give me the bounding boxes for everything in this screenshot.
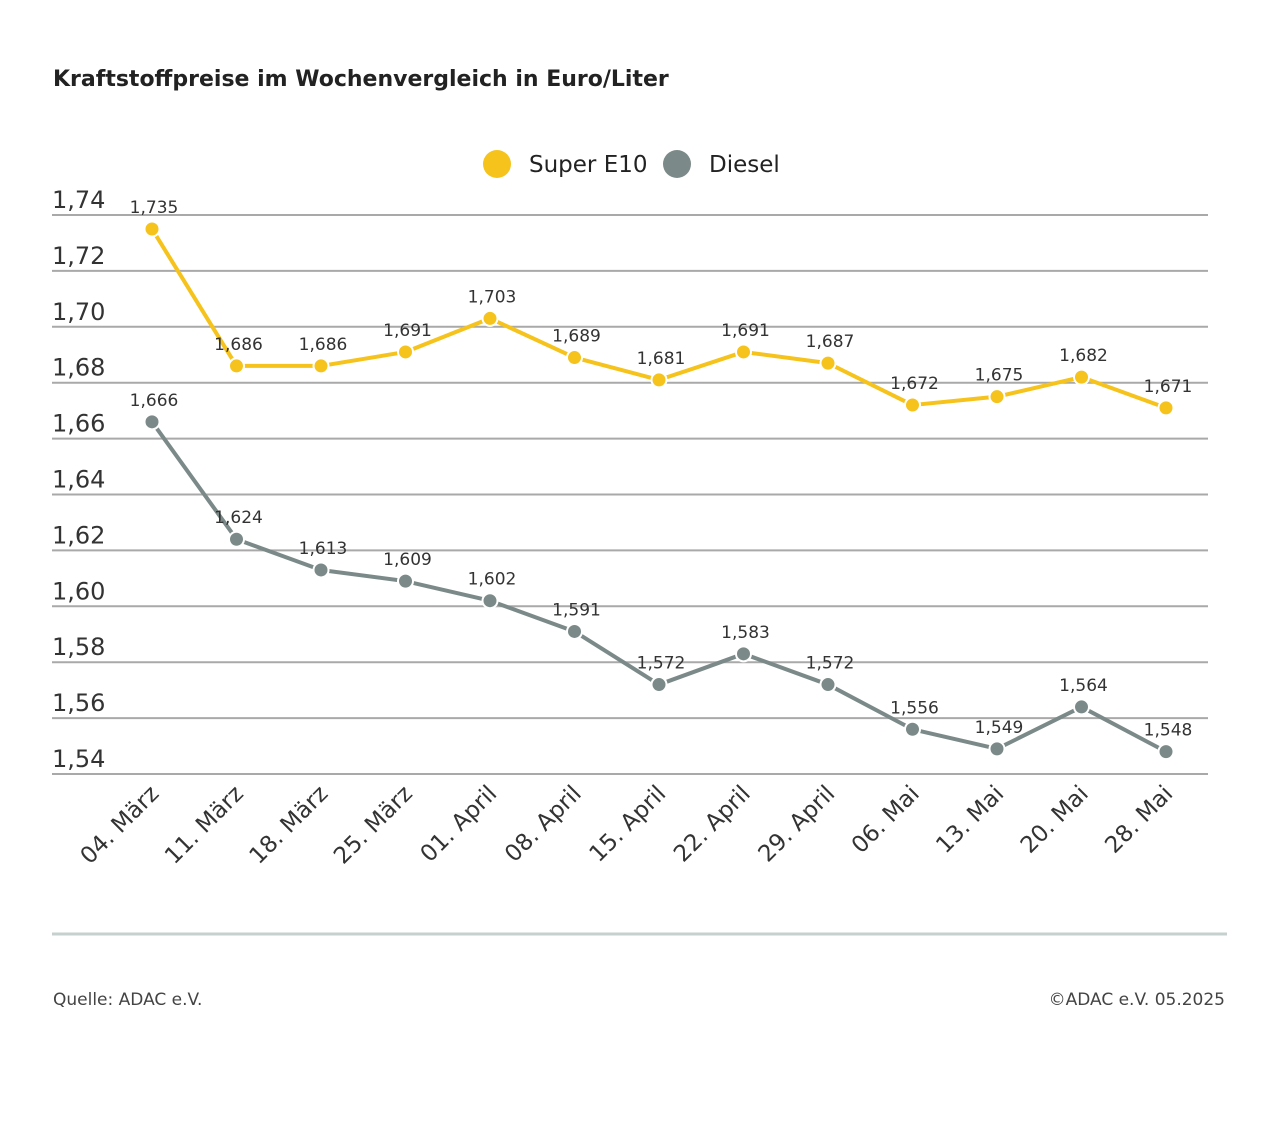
series-super-e10: 1,735 1,686 1,686 1,691 1,703 1,689 1,681 1,691… (130, 198, 1193, 417)
data-point (397, 572, 414, 590)
data-label: 1,548 (1144, 721, 1193, 741)
data-label: 1,691 (383, 321, 432, 341)
data-point (735, 343, 752, 361)
data-label: 1,556 (890, 698, 939, 718)
y-tick-label: 1,72 (52, 242, 105, 270)
data-point (988, 388, 1006, 406)
data-point (819, 676, 837, 694)
x-tick-label: 13. Mai (931, 781, 1009, 859)
data-point (228, 530, 245, 548)
source-note: Quelle: ADAC e.V. (53, 990, 202, 1010)
series-layer: 1,735 1,686 1,686 1,691 1,703 1,689 1,681 1,691… (130, 198, 1193, 761)
y-tick-label: 1,56 (52, 689, 105, 717)
x-tick-label: 20. Mai (1016, 781, 1094, 859)
data-label: 1,675 (975, 366, 1024, 386)
data-point (312, 561, 330, 579)
data-label: 1,672 (890, 374, 939, 394)
data-point (143, 413, 161, 431)
data-label: 1,671 (1144, 377, 1193, 397)
data-point (819, 354, 837, 372)
data-label: 1,564 (1059, 676, 1108, 696)
x-tick-label: 29. April (754, 781, 841, 868)
y-tick-label: 1,62 (52, 521, 105, 549)
y-tick-label: 1,70 (52, 298, 105, 326)
data-label: 1,591 (552, 600, 601, 620)
x-tick-label: 04. März (76, 781, 165, 870)
legend-marker (663, 150, 691, 178)
data-label: 1,691 (721, 321, 770, 341)
data-point (1073, 698, 1090, 716)
x-tick-label: 06. Mai (847, 781, 925, 859)
x-tick-label: 18. März (245, 781, 334, 870)
series-diesel: 1,666 1,624 1,613 1,609 1,602 1,591 1,572 1,583… (130, 391, 1193, 761)
x-tick-label: 25. März (329, 781, 418, 870)
data-label: 1,602 (468, 570, 517, 590)
data-label: 1,572 (637, 654, 686, 674)
data-label: 1,686 (299, 335, 348, 355)
legend-marker (483, 150, 511, 178)
copyright-note: ©ADAC e.V. 05.2025 (1049, 990, 1225, 1010)
data-point (481, 592, 499, 610)
grid: 1,74 1,72 1,70 1,68 1,66 1,64 1,62 1,60 1,58 1,56… (52, 186, 1208, 775)
data-point (566, 349, 583, 367)
data-point (481, 309, 499, 327)
chart-title: Kraftstoffpreise im Wochenvergleich in E… (53, 67, 669, 92)
data-label: 1,686 (214, 335, 263, 355)
data-point (988, 740, 1006, 758)
y-tick-label: 1,54 (52, 745, 105, 773)
data-point (650, 676, 668, 694)
data-point (312, 357, 330, 375)
data-label: 1,682 (1059, 346, 1108, 366)
data-label: 1,613 (299, 539, 348, 559)
data-point (143, 220, 161, 238)
x-tick-label: 08. April (500, 781, 587, 868)
series-line (150, 420, 1167, 754)
legend-label: Diesel (709, 152, 780, 178)
data-point (904, 396, 921, 414)
y-tick-label: 1,60 (52, 577, 105, 605)
data-point (650, 371, 668, 389)
x-tick-label: 01. April (416, 781, 503, 868)
data-point (566, 622, 583, 640)
x-tick-label: 11. März (160, 781, 249, 870)
data-point (228, 357, 245, 375)
data-point (735, 645, 752, 663)
data-point (1073, 368, 1090, 386)
data-point (1157, 399, 1175, 417)
data-label: 1,735 (130, 198, 179, 218)
data-label: 1,609 (383, 550, 432, 570)
data-label: 1,549 (975, 718, 1024, 738)
y-tick-label: 1,64 (52, 466, 105, 494)
x-tick-label: 22. April (669, 781, 756, 868)
legend: Super E10 Diesel (483, 150, 780, 178)
x-tick-label: 28. Mai (1100, 781, 1178, 859)
data-label: 1,624 (214, 508, 263, 528)
data-point (397, 343, 414, 361)
data-label: 1,703 (468, 287, 517, 307)
data-point (904, 720, 921, 738)
y-tick-label: 1,68 (52, 354, 105, 382)
data-label: 1,572 (806, 654, 855, 674)
data-point (1157, 743, 1175, 761)
y-tick-label: 1,74 (52, 186, 105, 214)
data-label: 1,681 (637, 349, 686, 369)
legend-label: Super E10 (529, 152, 648, 178)
data-label: 1,666 (130, 391, 179, 411)
y-tick-label: 1,58 (52, 633, 105, 661)
data-label: 1,687 (806, 332, 855, 352)
y-tick-label: 1,66 (52, 410, 105, 438)
x-tick-label: 15. April (585, 781, 672, 868)
data-label: 1,583 (721, 623, 770, 643)
data-label: 1,689 (552, 327, 601, 347)
